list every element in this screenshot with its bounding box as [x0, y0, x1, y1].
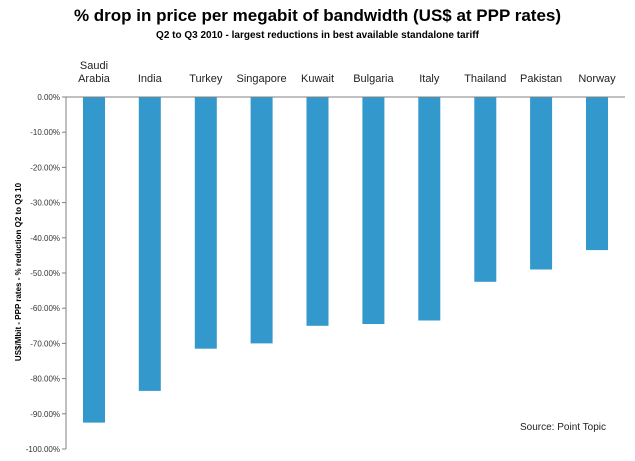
y-axis: 0.00% -10.00% -20.00% -30.00% -40.00% -50.00%…	[26, 93, 625, 454]
chart-title: % drop in price per megabit of bandwidth…	[73, 6, 562, 25]
bar-bulgaria	[362, 97, 385, 324]
y-tick-label: 0.00%	[37, 93, 60, 102]
y-tick-label: -40.00%	[30, 234, 60, 243]
y-tick-label: -20.00%	[30, 163, 60, 172]
bar-norway	[586, 97, 608, 251]
category-label: Italy	[419, 73, 440, 85]
category-label: Bulgaria	[353, 73, 394, 85]
y-axis-label: US$/Mbit - PPP rates - % reduction Q2 to…	[14, 182, 23, 361]
y-tick-label: -10.00%	[30, 128, 60, 137]
y-tick-label: -80.00%	[30, 375, 60, 384]
category-label: India	[138, 73, 163, 85]
category-label: Kuwait	[301, 73, 334, 85]
y-tick-label: -70.00%	[30, 339, 60, 348]
y-tick-label: -30.00%	[30, 199, 60, 208]
bar-pakistan	[530, 97, 553, 270]
bar-turkey	[194, 97, 217, 349]
y-tick-label: -60.00%	[30, 304, 60, 313]
category-label: Thailand	[464, 73, 506, 85]
bars	[83, 97, 608, 423]
category-label: Turkey	[189, 73, 223, 85]
category-labels: Saudi Arabia India Turkey Singapore Kuwait Bul…	[78, 60, 616, 85]
category-label: Saudi Arabia	[78, 60, 111, 85]
bar-singapore	[250, 97, 273, 344]
bar-italy	[418, 97, 441, 321]
category-label: Pakistan	[520, 73, 562, 85]
bar-thailand	[474, 97, 497, 282]
y-tick-label: -100.00%	[26, 445, 60, 454]
bar-kuwait	[306, 97, 329, 326]
chart-subtitle: Q2 to Q3 2010 - largest reductions in be…	[156, 30, 479, 41]
source-annotation: Source: Point Topic	[520, 422, 606, 433]
bar-saudi-arabia	[83, 97, 105, 423]
bar-india	[138, 97, 161, 391]
category-label: Norway	[578, 73, 616, 85]
category-label: Singapore	[237, 73, 287, 85]
y-tick-label: -90.00%	[30, 410, 60, 419]
y-tick-label: -50.00%	[30, 269, 60, 278]
